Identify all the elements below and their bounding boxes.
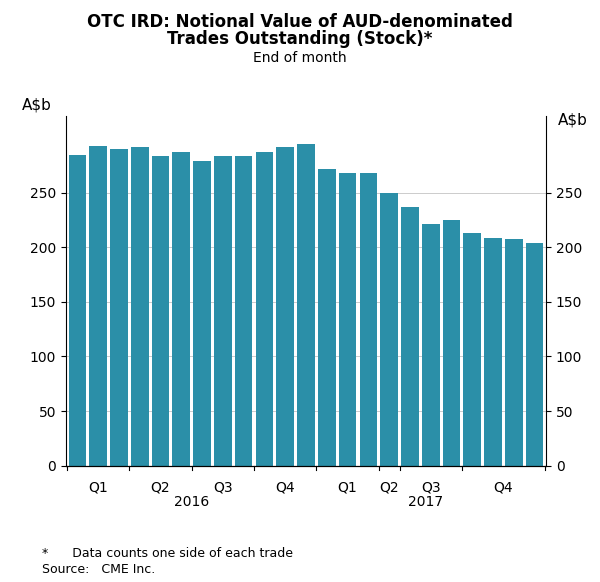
Bar xyxy=(359,173,377,466)
Bar xyxy=(235,155,253,466)
Bar xyxy=(484,237,502,466)
Bar xyxy=(172,152,190,466)
Text: Trades Outstanding (Stock)*: Trades Outstanding (Stock)* xyxy=(167,30,433,48)
Text: 2016: 2016 xyxy=(174,495,209,509)
Text: Q1: Q1 xyxy=(338,481,358,495)
Bar xyxy=(463,233,481,466)
Bar xyxy=(526,243,544,466)
Bar xyxy=(110,149,128,466)
Text: Q4: Q4 xyxy=(494,481,513,495)
Bar xyxy=(505,239,523,466)
Bar xyxy=(89,146,107,466)
Text: OTC IRD: Notional Value of AUD-denominated: OTC IRD: Notional Value of AUD-denominat… xyxy=(87,13,513,31)
Y-axis label: A$b: A$b xyxy=(22,98,52,113)
Bar xyxy=(152,155,169,466)
Bar xyxy=(297,144,315,466)
Bar xyxy=(339,173,356,466)
Bar xyxy=(380,193,398,466)
Bar xyxy=(131,147,149,466)
Bar xyxy=(318,169,335,466)
Text: Q2: Q2 xyxy=(151,481,170,495)
Text: 2017: 2017 xyxy=(408,495,443,509)
Text: Q2: Q2 xyxy=(379,481,399,495)
Bar xyxy=(277,147,294,466)
Bar xyxy=(256,152,273,466)
Bar xyxy=(401,207,419,466)
Bar xyxy=(193,161,211,466)
Text: Q3: Q3 xyxy=(421,481,440,495)
Text: End of month: End of month xyxy=(253,51,347,65)
Bar xyxy=(422,225,440,466)
Bar xyxy=(443,220,460,466)
Text: Q3: Q3 xyxy=(213,481,233,495)
Text: Q1: Q1 xyxy=(88,481,108,495)
Text: *      Data counts one side of each trade: * Data counts one side of each trade xyxy=(42,547,293,560)
Bar xyxy=(214,155,232,466)
Text: Source:   CME Inc.: Source: CME Inc. xyxy=(42,563,155,576)
Bar xyxy=(68,155,86,466)
Text: Q4: Q4 xyxy=(275,481,295,495)
Y-axis label: A$b: A$b xyxy=(557,113,587,128)
